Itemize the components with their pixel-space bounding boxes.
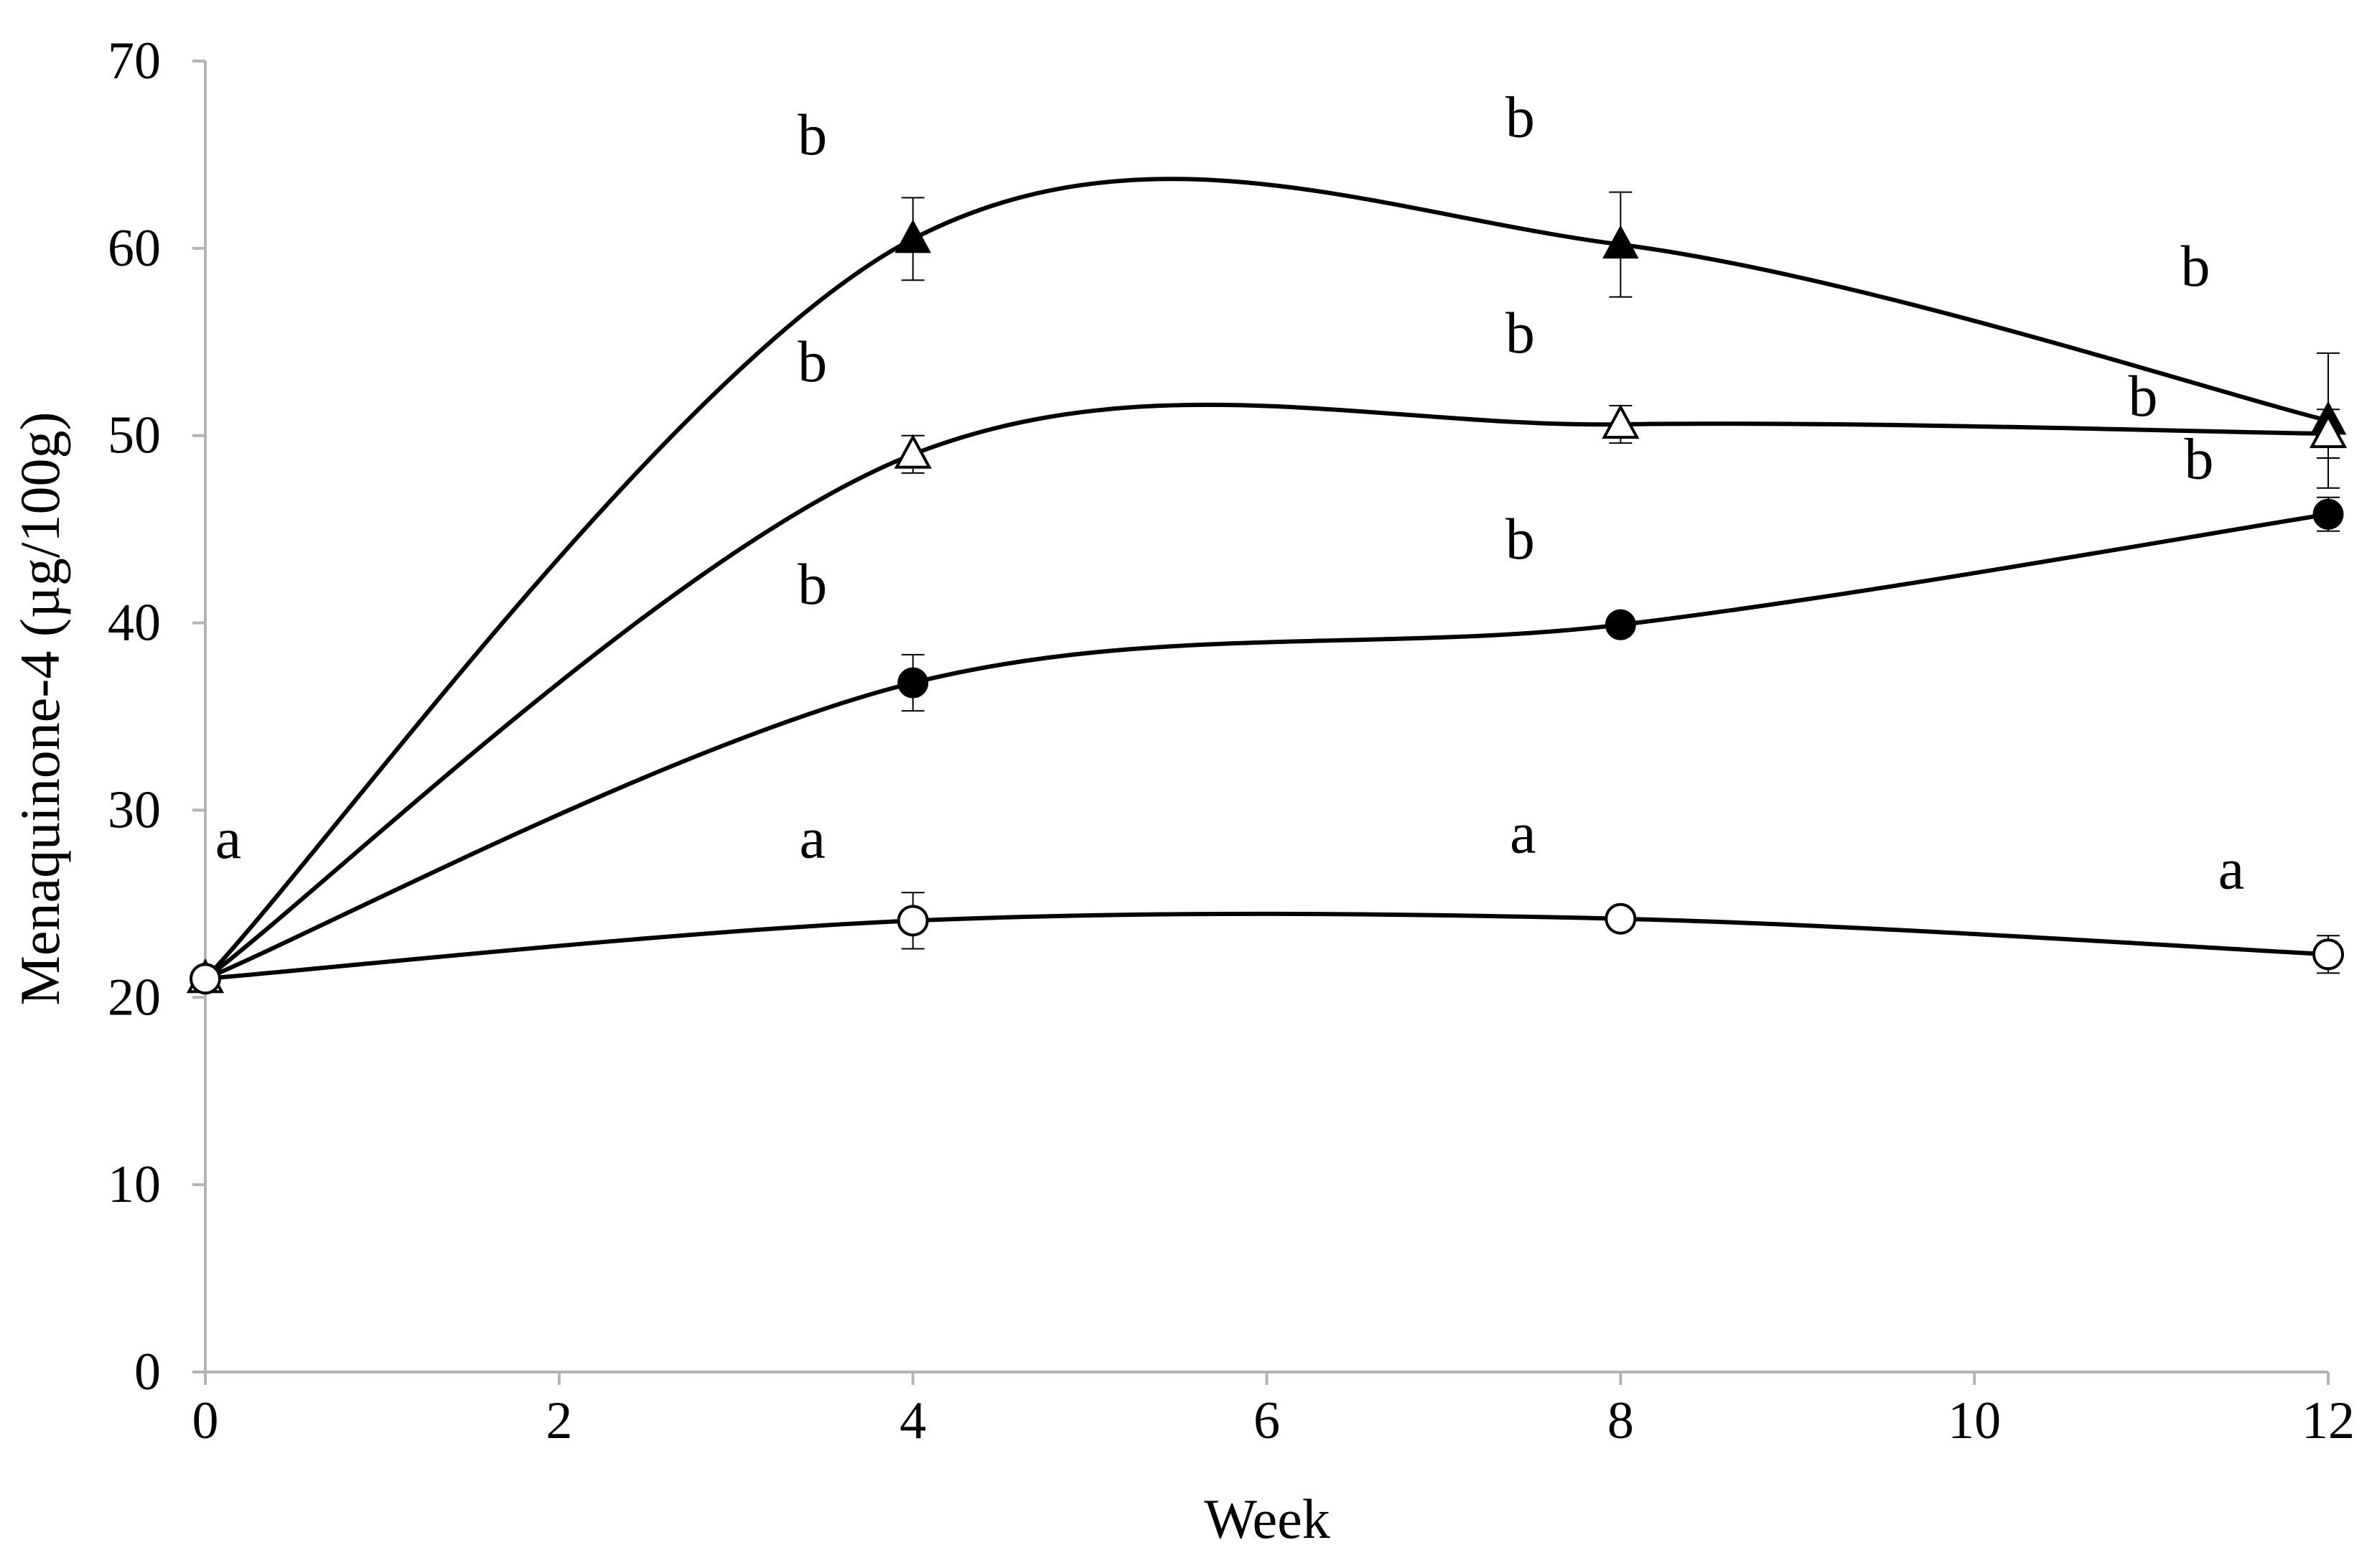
series-line (204, 512, 2329, 981)
x-tick-label: 6 (1253, 1391, 1280, 1450)
x-axis-title: Week (1204, 1488, 1330, 1550)
series-line (204, 402, 2329, 981)
significance-letter: b (798, 329, 827, 394)
significance-letter: a (1510, 801, 1536, 866)
data-point (1605, 902, 1637, 935)
x-tick-label: 12 (2302, 1391, 2355, 1450)
significance-letter: a (799, 805, 825, 870)
significance-letter: b (798, 102, 827, 167)
axes: 0 10 20 30 40 50 60 70 0 2 4 6 8 10 12 (108, 32, 2355, 1450)
data-point (2312, 498, 2344, 530)
data-point (897, 905, 929, 937)
significance-letter: b (2129, 363, 2158, 429)
y-tick-label: 70 (108, 32, 161, 90)
x-tick-label: 8 (1607, 1391, 1634, 1450)
y-tick-label: 40 (108, 594, 161, 653)
x-tick-label: 0 (192, 1391, 219, 1450)
data-point (895, 219, 931, 253)
data-point (897, 667, 929, 699)
data-point (1602, 403, 1640, 439)
series-lines (203, 177, 2329, 981)
x-tick-label: 10 (1948, 1391, 2001, 1450)
data-point (1605, 609, 1636, 640)
data-point (2309, 413, 2348, 449)
y-tick-label: 10 (108, 1155, 161, 1214)
error-bars (901, 191, 2340, 974)
y-tick-label: 20 (108, 968, 161, 1027)
significance-letter: b (1505, 300, 1535, 365)
significance-letter: b (2185, 426, 2214, 491)
significance-letter: b (1505, 85, 1535, 150)
series-line (203, 177, 2329, 981)
y-tick-label: 60 (108, 219, 161, 278)
markers (186, 219, 2348, 995)
y-tick-label: 50 (108, 406, 161, 465)
data-point (1602, 225, 1639, 259)
y-axis-title: Menaquinone-4 (µg/100g) (9, 412, 71, 1006)
significance-letter: b (2181, 233, 2210, 299)
x-tick-label: 2 (546, 1391, 572, 1450)
y-tick-label: 30 (108, 780, 161, 839)
significance-letter: a (215, 806, 241, 871)
significance-letter: b (1505, 506, 1535, 571)
data-point (894, 434, 932, 469)
series-line (205, 911, 2329, 981)
x-tick-label: 4 (900, 1391, 926, 1450)
significance-letter: b (798, 551, 827, 617)
y-tick-label: 0 (134, 1343, 161, 1401)
data-point (2312, 938, 2344, 971)
data-point (190, 963, 221, 995)
significance-letter: a (2218, 836, 2244, 901)
